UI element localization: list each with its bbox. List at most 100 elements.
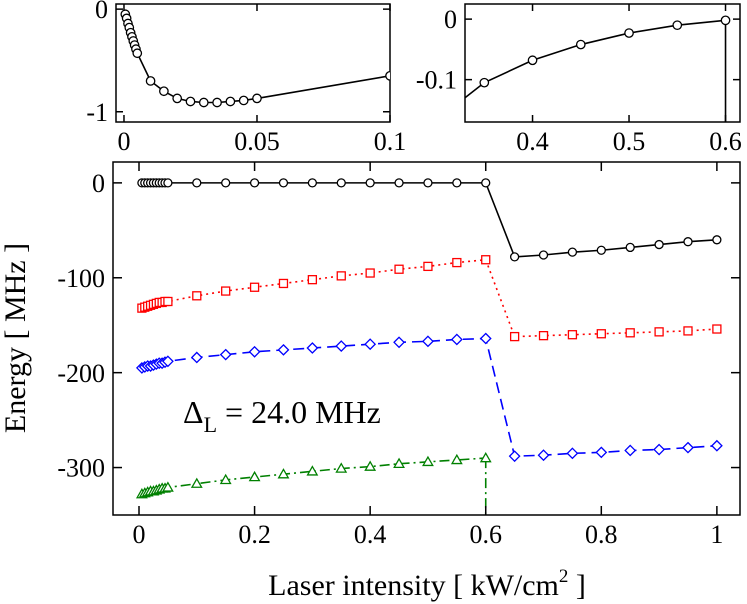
point-level-0-26 <box>654 239 664 250</box>
point-inset-left-curve-15 <box>212 97 222 108</box>
point-inset-right-curve-3 <box>575 39 586 50</box>
point-level-2-27 <box>682 441 694 454</box>
point-inset-left-curve-18 <box>252 93 262 104</box>
line-inset-right-curve <box>465 19 726 99</box>
point-level-2-22 <box>537 449 550 462</box>
inset_left-ytick-label-1: -1 <box>86 98 108 127</box>
point-level-2-26 <box>653 443 666 456</box>
point-level-0-19 <box>452 178 462 188</box>
inset_right-ytick-label-0: 0 <box>444 5 457 34</box>
point-level-2-13 <box>277 343 290 356</box>
point-level-0-16 <box>365 178 375 188</box>
point-level-0-11 <box>221 178 231 188</box>
point-level-0-24 <box>596 245 606 255</box>
x-axis-title-sup: 2 <box>559 566 569 587</box>
point-inset-left-curve-17 <box>238 95 249 106</box>
main-ytick-label-1: -100 <box>57 264 105 293</box>
delta-value: = 24.0 MHz <box>217 394 381 430</box>
point-level-3-16 <box>364 460 377 471</box>
main-plot: 0 0.2 0.4 0.6 0.8 1 0 -100 -200 -300 ΔL = 24.0 MH… <box>0 161 741 602</box>
line-level-3 <box>141 457 486 495</box>
x-axis-title-main: Laser intensity [ kW/cm <box>268 569 559 602</box>
point-level-2-14 <box>306 342 319 354</box>
point-level-1-20 <box>481 255 491 265</box>
point-level-3-9 <box>161 481 174 492</box>
point-inset-right-curve-2 <box>527 55 538 66</box>
point-level-2-24 <box>595 446 608 459</box>
x-axis-title-end: ] <box>568 569 586 602</box>
point-level-2-9 <box>161 355 174 368</box>
inset_left-ytick-label-0: 0 <box>95 0 108 24</box>
point-level-2-12 <box>248 345 261 358</box>
point-level-3-15 <box>335 462 348 473</box>
series-inset-right-curve <box>465 15 731 122</box>
inset_right-ytick-label-1: -0.1 <box>416 66 457 95</box>
point-level-0-23 <box>567 247 578 257</box>
main-xtick-label-2: 0.4 <box>354 520 387 549</box>
point-level-1-24 <box>596 329 606 339</box>
point-inset-left-curve-11 <box>159 86 169 97</box>
point-level-1-9 <box>163 296 173 307</box>
point-level-0-20 <box>481 178 491 188</box>
point-inset-right-curve-6 <box>720 15 731 26</box>
point-inset-left-curve-9 <box>132 48 143 59</box>
series-level-3 <box>135 451 492 515</box>
point-level-2-20 <box>479 332 492 345</box>
point-level-2-25 <box>624 444 637 457</box>
point-level-0-12 <box>249 178 260 188</box>
point-level-0-10 <box>192 178 202 188</box>
point-level-1-25 <box>625 328 635 338</box>
point-level-1-21 <box>509 331 520 342</box>
point-level-1-11 <box>221 286 231 296</box>
point-level-2-16 <box>364 338 377 351</box>
point-level-2-10 <box>190 351 203 364</box>
point-level-1-19 <box>452 257 462 268</box>
point-level-1-26 <box>654 327 664 337</box>
point-level-3-17 <box>393 457 405 469</box>
inset_left-xtick-label-0: 0 <box>117 127 130 156</box>
point-inset-right-curve-1 <box>479 77 490 88</box>
point-level-1-16 <box>365 268 375 278</box>
point-level-3-19 <box>450 453 463 465</box>
point-level-3-11 <box>219 473 232 485</box>
point-inset-left-curve-12 <box>172 93 183 104</box>
inset-left-frame <box>115 3 391 123</box>
main-xtick-label-4: 0.8 <box>585 520 618 549</box>
inset-left-plot: 0 0.05 0.1 0 -1 <box>86 0 406 156</box>
series-level-0 <box>137 178 722 262</box>
point-level-2-23 <box>566 447 579 460</box>
point-level-1-23 <box>567 330 578 340</box>
point-level-0-27 <box>683 237 693 247</box>
delta-annotation: ΔL = 24.0 MHz <box>183 394 381 437</box>
point-level-1-17 <box>394 264 404 274</box>
series-inset-left-curve <box>120 9 390 108</box>
point-level-3-20 <box>479 451 492 463</box>
point-level-3-18 <box>422 455 434 467</box>
point-level-2-15 <box>335 340 348 353</box>
main-xtick-label-0: 0 <box>133 520 146 549</box>
point-level-0-15 <box>336 178 346 188</box>
main-ytick-label-3: -300 <box>57 454 105 483</box>
inset-right-plot: 0.4 0.5 0.6 0 -0.1 <box>416 3 742 156</box>
point-level-3-12 <box>248 470 261 482</box>
point-inset-left-curve-14 <box>198 97 209 108</box>
inset_right-xtick-label-2: 0.6 <box>709 127 742 156</box>
inset_left-xtick-label-1: 0.05 <box>234 127 280 156</box>
point-level-0-28 <box>712 235 722 245</box>
point-level-2-21 <box>508 450 521 463</box>
main-xtick-label-3: 0.6 <box>469 520 502 549</box>
delta-symbol: Δ <box>183 394 204 430</box>
point-level-0-14 <box>307 178 318 188</box>
point-level-0-25 <box>625 242 635 253</box>
point-level-1-18 <box>423 261 433 272</box>
delta-subscript: L <box>204 412 217 437</box>
point-inset-left-curve-10 <box>145 76 156 86</box>
point-inset-right-curve-4 <box>624 28 634 38</box>
point-inset-left-curve-13 <box>185 96 196 107</box>
point-level-1-15 <box>336 271 346 281</box>
main-ytick-label-2: -200 <box>57 359 105 388</box>
inset_right-xtick-label-0: 0.4 <box>516 127 549 156</box>
point-level-1-10 <box>192 291 202 301</box>
point-level-1-28 <box>712 324 722 334</box>
